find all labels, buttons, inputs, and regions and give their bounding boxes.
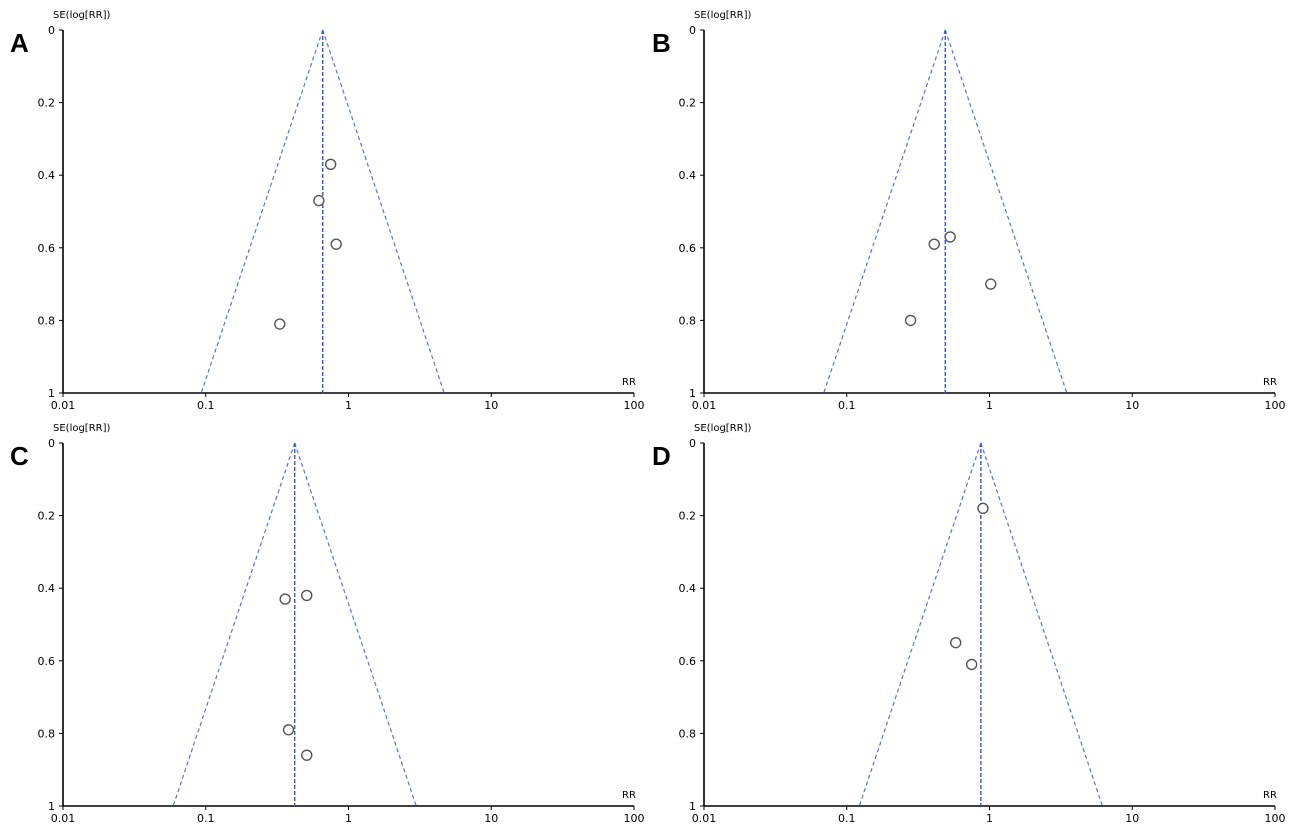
- y-tick-label: 0.2: [38, 510, 56, 523]
- study-point: [301, 749, 313, 761]
- x-axis-label: RR: [1263, 377, 1277, 388]
- x-tick-label: 0.1: [838, 399, 856, 412]
- study-point: [944, 231, 956, 243]
- y-tick-label: 0: [689, 437, 696, 450]
- study-point: [324, 158, 337, 171]
- x-tick-label: 1: [986, 399, 993, 412]
- y-axis-label: SE(log[RR]): [694, 10, 752, 21]
- y-tick-label: 0.8: [38, 727, 56, 740]
- funnel-right-limit: [294, 442, 417, 807]
- x-tick-label: 10: [484, 399, 498, 412]
- study-point: [279, 593, 291, 605]
- y-tick-label: 0.2: [38, 97, 56, 110]
- y-tick-label: 0.6: [679, 242, 697, 255]
- x-tick-label: 0.01: [51, 812, 76, 825]
- y-tick-label: 0.8: [38, 314, 56, 327]
- y-tick-label: 0.4: [38, 169, 56, 182]
- x-tick-label: 10: [484, 812, 498, 825]
- y-tick-label: 0.4: [679, 169, 697, 182]
- y-tick-label: 0.6: [38, 655, 56, 668]
- y-tick-label: 0.8: [679, 314, 697, 327]
- panel-letter: B: [652, 28, 671, 58]
- funnel-right-limit: [322, 29, 445, 394]
- x-tick-label: 1: [345, 399, 352, 412]
- x-axis-label: RR: [1263, 790, 1277, 801]
- panel-letter: C: [10, 441, 29, 471]
- x-tick-label: 100: [624, 812, 645, 825]
- study-point: [950, 636, 962, 649]
- x-tick-label: 100: [1265, 399, 1286, 412]
- panel-letter: A: [10, 28, 29, 58]
- x-tick-label: 10: [1125, 812, 1139, 825]
- funnel-left-limit: [200, 29, 324, 394]
- study-point: [301, 589, 313, 602]
- study-point: [904, 314, 917, 327]
- y-tick-label: 0: [48, 24, 55, 37]
- x-tick-label: 0.1: [838, 812, 856, 825]
- x-tick-label: 0.01: [692, 812, 717, 825]
- study-point: [965, 658, 978, 671]
- y-tick-label: 0.6: [38, 242, 56, 255]
- x-axis-label: RR: [622, 377, 636, 388]
- funnel-right-limit: [980, 442, 1103, 807]
- study-point: [330, 238, 342, 250]
- x-tick-label: 0.01: [51, 399, 76, 412]
- y-tick-label: 1: [689, 387, 696, 400]
- x-tick-label: 0.1: [197, 399, 215, 412]
- y-axis-label: SE(log[RR]): [694, 423, 752, 434]
- y-tick-label: 0.2: [679, 97, 697, 110]
- y-tick-label: 0: [689, 24, 696, 37]
- y-tick-label: 0: [48, 437, 55, 450]
- study-point: [985, 278, 997, 290]
- y-tick-label: 1: [48, 800, 55, 813]
- study-point: [928, 238, 940, 250]
- panel-letter: D: [652, 441, 671, 471]
- y-tick-label: 0.6: [679, 655, 697, 668]
- y-tick-label: 0.8: [679, 727, 697, 740]
- x-tick-label: 100: [624, 399, 645, 412]
- funnel-right-limit: [944, 29, 1068, 394]
- x-tick-label: 0.01: [692, 399, 717, 412]
- funnel-left-limit: [823, 29, 946, 394]
- x-tick-label: 1: [345, 812, 352, 825]
- y-tick-label: 0.2: [679, 510, 697, 523]
- y-axis-label: SE(log[RR]): [53, 423, 111, 434]
- study-point: [274, 318, 286, 330]
- study-point: [977, 502, 989, 515]
- study-point: [282, 724, 295, 736]
- x-tick-label: 1: [986, 812, 993, 825]
- x-tick-label: 0.1: [197, 812, 215, 825]
- y-tick-label: 0.4: [38, 582, 56, 595]
- funnel-left-limit: [172, 442, 296, 807]
- study-point: [313, 194, 325, 207]
- x-tick-label: 10: [1125, 399, 1139, 412]
- funnel-left-limit: [858, 442, 982, 807]
- y-tick-label: 1: [48, 387, 55, 400]
- x-axis-label: RR: [622, 790, 636, 801]
- y-tick-label: 0.4: [679, 582, 697, 595]
- y-tick-label: 1: [689, 800, 696, 813]
- x-tick-label: 100: [1265, 812, 1286, 825]
- y-axis-label: SE(log[RR]): [53, 10, 111, 21]
